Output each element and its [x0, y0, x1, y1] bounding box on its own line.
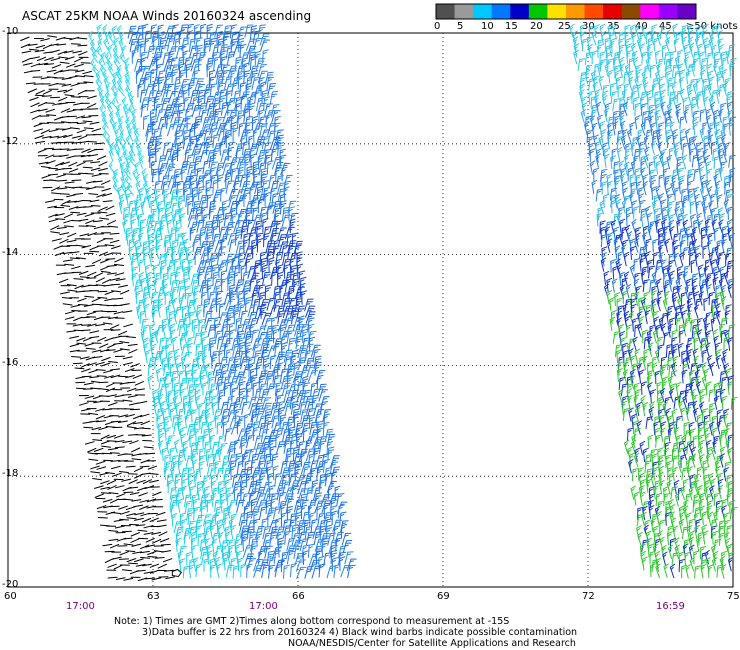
- legend-swatch: [547, 4, 567, 19]
- wind-barbs: [20, 23, 738, 582]
- y-tick-minus12: -12: [2, 136, 19, 147]
- legend-label: 0: [434, 21, 441, 32]
- legend-swatch: [510, 4, 530, 19]
- legend-swatch: [566, 4, 586, 19]
- time-label-center: 17:00: [249, 601, 278, 612]
- legend-swatch: [658, 4, 678, 19]
- x-tick-72: 72: [582, 591, 595, 602]
- legend-label: 25: [558, 21, 571, 32]
- legend-swatch: [528, 4, 548, 19]
- legend-swatch: [603, 4, 623, 19]
- y-tick-minus10: -10: [2, 26, 19, 37]
- x-tick-66: 66: [292, 591, 305, 602]
- legend-swatch: [584, 4, 604, 19]
- legend-label: 40: [635, 21, 648, 32]
- legend-swatch: [473, 4, 493, 19]
- x-tick-75: 75: [727, 591, 740, 602]
- legend-label: 45: [659, 21, 672, 32]
- legend-label: 10: [481, 21, 494, 32]
- note-line-1: Note: 1) Times are GMT 2)Times along bot…: [114, 616, 510, 627]
- legend-label: 5: [457, 21, 464, 32]
- legend-label: 20: [530, 21, 543, 32]
- x-tick-63: 63: [147, 591, 160, 602]
- legend-swatch: [640, 4, 660, 19]
- legend-swatch: [454, 4, 474, 19]
- wind-speed-color-legend: [435, 3, 697, 20]
- time-label-east: 16:59: [656, 601, 685, 612]
- legend-swatch: [436, 4, 456, 19]
- legend-label: 15: [505, 21, 518, 32]
- x-tick-69: 69: [437, 591, 450, 602]
- x-tick-60: 60: [4, 591, 17, 602]
- note-line-2: 3)Data buffer is 22 hrs from 20160324 4)…: [142, 627, 578, 638]
- legend-label: 30: [582, 21, 595, 32]
- legend-swatch: [621, 4, 641, 19]
- y-tick-minus16: -16: [2, 357, 19, 368]
- y-tick-minus14: -14: [2, 247, 19, 258]
- legend-swatch: [491, 4, 511, 19]
- y-tick-minus20: -20: [2, 579, 19, 590]
- legend-swatch: [677, 4, 697, 19]
- island-outline: [171, 568, 183, 578]
- legend-label: 35: [607, 21, 620, 32]
- map-title: ASCAT 25KM NOAA Winds 20160324 ascending: [22, 9, 312, 23]
- note-line-3: NOAA/NESDIS/Center for Satellite Applica…: [288, 638, 576, 649]
- time-label-west: 17:00: [66, 601, 95, 612]
- y-tick-minus18: -18: [2, 468, 19, 479]
- wind-barb-map: [7, 23, 738, 588]
- legend-label: ≥50 knots: [686, 21, 738, 32]
